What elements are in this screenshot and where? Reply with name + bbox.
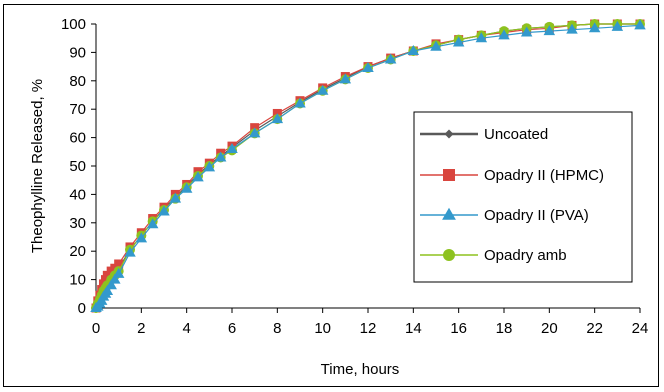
data-point — [452, 36, 465, 47]
series-layer — [90, 19, 646, 313]
y-tick-label: 0 — [78, 300, 86, 317]
y-tick-label: 50 — [69, 158, 86, 175]
data-point — [294, 97, 306, 108]
data-point — [588, 22, 601, 33]
y-axis-title: Theophylline Released, % — [29, 79, 46, 253]
y-tick-label: 40 — [69, 186, 86, 203]
x-axis-title: Time, hours — [321, 361, 400, 378]
x-tick-label: 8 — [273, 320, 281, 337]
x-tick-label: 6 — [228, 320, 236, 337]
data-point — [520, 26, 533, 37]
y-tick-label: 30 — [69, 215, 86, 232]
data-point — [634, 19, 646, 30]
legend-label: Opadry II (HPMC) — [484, 167, 604, 184]
legend-label: Opadry amb — [484, 247, 567, 264]
data-point — [180, 182, 193, 193]
data-point — [169, 192, 182, 203]
data-point — [135, 232, 148, 243]
data-point — [339, 73, 352, 84]
data-point — [407, 44, 420, 55]
legend-marker — [443, 169, 455, 181]
y-tick-label: 80 — [69, 73, 86, 90]
y-tick-label: 90 — [69, 44, 86, 61]
x-tick-label: 0 — [92, 320, 100, 337]
y-tick-label: 20 — [69, 243, 86, 260]
x-tick-label: 22 — [586, 320, 603, 337]
data-point — [105, 279, 117, 290]
data-point — [192, 171, 204, 182]
data-point — [566, 23, 578, 34]
data-point — [109, 273, 121, 284]
data-point — [498, 29, 510, 40]
y-tick-label: 10 — [69, 272, 86, 289]
x-tick-label: 12 — [360, 320, 377, 337]
legend-marker — [444, 129, 454, 139]
x-tick-label: 18 — [496, 320, 513, 337]
x-tick-label: 16 — [450, 320, 467, 337]
series-opadry-ii-pva — [90, 19, 646, 312]
data-point — [158, 205, 170, 216]
data-point — [203, 161, 216, 172]
data-point — [101, 284, 114, 295]
x-tick-label: 4 — [182, 320, 190, 337]
legend-label: Opadry II (PVA) — [484, 207, 589, 224]
y-tick-label: 100 — [61, 16, 86, 33]
data-point — [430, 40, 442, 51]
data-point — [271, 113, 284, 124]
x-tick-label: 24 — [632, 320, 649, 337]
data-point — [475, 32, 488, 43]
legend-marker — [443, 249, 455, 261]
x-tick-label: 2 — [137, 320, 145, 337]
data-point — [214, 151, 227, 162]
data-point — [316, 84, 329, 95]
data-point — [226, 142, 238, 153]
data-point — [384, 53, 397, 64]
legend-marker — [442, 207, 456, 220]
x-tick-label: 14 — [405, 320, 422, 337]
legend: Uncoated Opadry II (HPMC) Opadry II (PVA) O… — [413, 111, 633, 283]
data-point — [146, 218, 159, 229]
y-tick-label: 60 — [69, 130, 86, 147]
data-point — [362, 62, 374, 73]
data-point — [114, 259, 124, 269]
x-tick-label: 20 — [541, 320, 558, 337]
data-point — [124, 246, 136, 257]
data-point — [248, 127, 261, 138]
data-point — [611, 20, 624, 31]
y-tick-label: 70 — [69, 101, 86, 118]
legend-label: Uncoated — [484, 126, 548, 143]
data-point — [112, 267, 125, 278]
x-tick-label: 10 — [314, 320, 331, 337]
data-point — [543, 25, 556, 36]
